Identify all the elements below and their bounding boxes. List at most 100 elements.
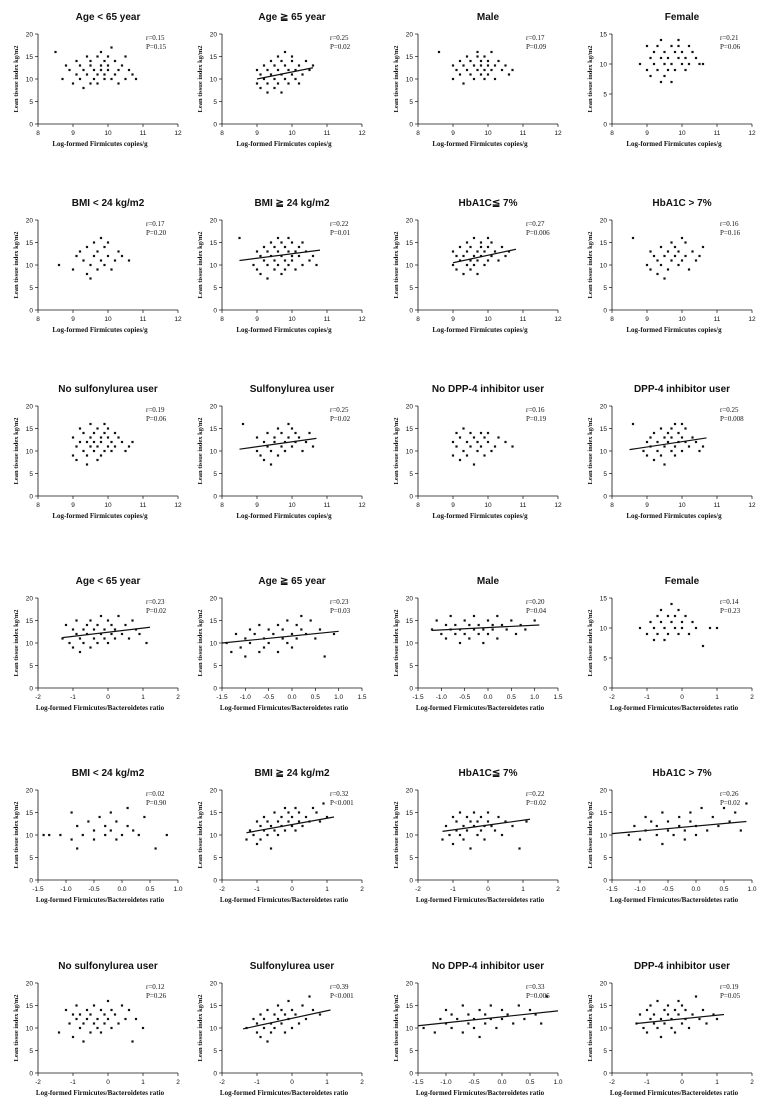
data-point: [493, 64, 497, 67]
data-point: [462, 254, 465, 258]
data-point: [96, 268, 99, 271]
data-point: [294, 250, 297, 253]
y-tick-label: 20: [600, 980, 608, 987]
regression-line: [611, 820, 747, 835]
data-point: [96, 458, 99, 462]
data-point: [465, 241, 469, 244]
data-point: [124, 449, 127, 453]
data-point: [273, 829, 276, 832]
data-point: [273, 436, 276, 439]
data-point: [645, 1031, 649, 1034]
data-point: [670, 259, 673, 262]
data-point: [106, 445, 110, 448]
data-point: [290, 1026, 294, 1030]
data-point: [728, 820, 731, 823]
x-tick-label: 0: [106, 694, 110, 701]
data-point: [687, 62, 691, 66]
data-point: [266, 91, 269, 94]
x-tick-label: 8: [610, 502, 614, 509]
x-tick-label: 1: [325, 886, 329, 893]
y-tick-label: 20: [210, 217, 218, 224]
scatter-panel: HbA1C > 7% 0 5 10 15 20 -1.5 -1.0 -0.5 0.0 0.5 1.0 L…: [587, 768, 757, 904]
x-axis-label: Log-formed Firmicutes/Bacteroidetes rati…: [610, 896, 739, 904]
data-point: [465, 815, 469, 819]
p-value: P=0.90: [146, 799, 167, 807]
p-value: P=0.20: [146, 229, 167, 237]
data-point: [273, 1013, 276, 1016]
y-tick-label: 10: [406, 1025, 414, 1032]
x-tick-label: 8: [220, 130, 224, 137]
r-value: r=0.25: [330, 406, 349, 414]
x-tick-label: -1.0: [436, 694, 448, 701]
y-tick-label: 15: [406, 810, 414, 817]
y-tick-label: 0: [603, 493, 607, 500]
data-point: [294, 440, 297, 444]
data-point: [493, 445, 497, 448]
x-tick-label: 11: [520, 502, 527, 509]
data-point: [124, 77, 127, 81]
x-tick-label: 10: [288, 316, 296, 323]
data-point: [290, 445, 294, 448]
x-tick-label: 10: [288, 130, 296, 137]
data-point: [512, 1022, 515, 1025]
x-tick-label: 0.5: [311, 694, 320, 701]
y-tick-label: 5: [213, 99, 217, 106]
r-value: r=0.25: [330, 34, 349, 42]
y-axis-label: Lean tissue index kg/m2: [393, 418, 400, 485]
y-tick-label: 20: [210, 403, 218, 410]
data-point: [486, 632, 490, 636]
data-point: [106, 641, 110, 645]
data-point: [283, 77, 287, 81]
data-point: [287, 68, 290, 72]
data-point: [441, 838, 444, 841]
data-point: [661, 811, 664, 814]
data-point: [476, 272, 479, 276]
data-point: [462, 824, 465, 828]
x-tick-label: 9: [71, 316, 75, 323]
data-point: [258, 650, 261, 654]
data-point: [99, 436, 103, 439]
y-tick-label: 20: [210, 31, 218, 38]
r-value: r=0.23: [330, 598, 349, 606]
data-point: [283, 64, 287, 67]
data-point: [106, 1017, 110, 1021]
data-point: [659, 245, 663, 249]
scatter-panel: BMI < 24 kg/m2 0 5 10 15 20 -1.5 -1.0 -0.5 0.0 0.5…: [13, 768, 183, 904]
data-point: [670, 1026, 673, 1030]
data-point: [64, 64, 68, 67]
data-point: [486, 431, 490, 435]
data-point: [518, 847, 521, 850]
data-point: [645, 632, 649, 636]
panel-title: BMI < 24 kg/m2: [72, 768, 145, 779]
y-tick-label: 20: [26, 595, 34, 602]
data-point: [283, 806, 287, 810]
y-tick-label: 5: [29, 471, 33, 478]
data-point: [297, 254, 301, 258]
data-point: [673, 68, 677, 72]
data-point: [117, 1022, 120, 1025]
x-tick-label: 8: [220, 316, 224, 323]
data-point: [134, 1017, 138, 1021]
data-point: [110, 46, 113, 49]
panel-title: Female: [665, 12, 700, 23]
data-point: [120, 64, 124, 67]
data-point: [655, 824, 658, 828]
y-tick-label: 5: [213, 663, 217, 670]
data-point: [165, 833, 168, 837]
data-point: [75, 1017, 78, 1021]
y-tick-label: 5: [603, 655, 607, 662]
data-point: [117, 82, 120, 85]
r-value: r=0.21: [720, 34, 739, 42]
data-point: [301, 263, 304, 267]
data-point: [673, 50, 677, 54]
data-point: [266, 445, 269, 448]
data-point: [81, 833, 84, 837]
data-point: [92, 440, 96, 444]
data-point: [71, 646, 75, 649]
data-point: [244, 655, 247, 658]
x-tick-label: 9: [71, 130, 75, 137]
data-point: [290, 632, 294, 636]
y-tick-label: 10: [26, 640, 34, 647]
x-tick-label: 12: [554, 502, 562, 509]
x-tick-label: 12: [174, 502, 182, 509]
